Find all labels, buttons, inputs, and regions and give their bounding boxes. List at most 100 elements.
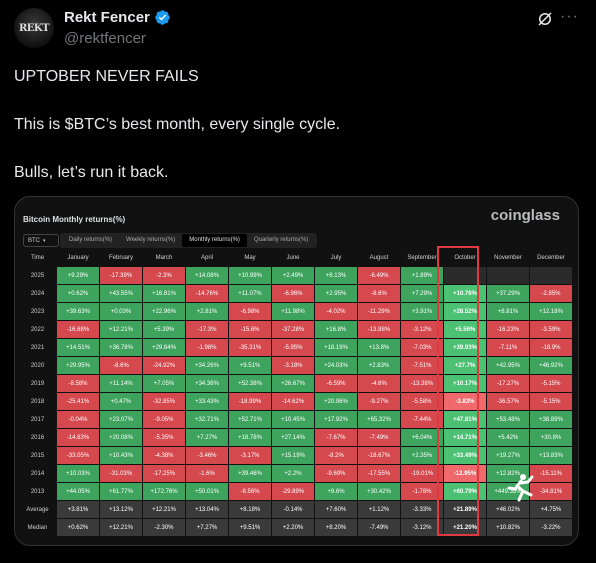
row-label: 2019 — [30, 380, 45, 387]
table-row: Median +0.62% +12.21% -2.30% +7.27% +9.51% +2.… — [19, 519, 572, 536]
return-cell: +32.71% — [186, 411, 228, 428]
return-cell: +10.99% — [229, 267, 271, 284]
return-cell: -3.17% — [229, 447, 271, 464]
row-label: 2025 — [30, 272, 45, 279]
grok-icon[interactable] — [536, 10, 554, 28]
tab-quarterly[interactable]: Quarterly returns(%) — [253, 237, 309, 243]
return-cell: +53.48% — [487, 411, 529, 428]
return-cell: -14.62% — [272, 393, 314, 410]
row-label: 2020 — [30, 362, 45, 369]
return-cell: -3.22% — [530, 519, 572, 536]
return-cell: +24.03% — [315, 357, 357, 374]
return-cell: -17.3% — [186, 321, 228, 338]
return-cell: -18.99% — [229, 393, 271, 410]
column-header: August — [369, 254, 389, 261]
row-label: 2022 — [30, 326, 45, 333]
chart-title: Bitcoin Monthly returns(%) — [23, 215, 126, 224]
return-cell: +13.8% — [358, 339, 400, 356]
return-cell: -5.15% — [530, 393, 572, 410]
author-name[interactable]: Rekt Fencer — [64, 9, 171, 26]
return-cell: +0.62% — [57, 519, 99, 536]
coin-selector-label: BTC — [28, 237, 40, 244]
return-cell: -17.25% — [143, 465, 185, 482]
return-cell: +0.62% — [57, 285, 99, 302]
return-cell: +8.18% — [229, 501, 271, 518]
return-cell: -5.35% — [143, 429, 185, 446]
row-label: Average — [26, 506, 49, 513]
returns-tabs: Daily returns(%) Weekly returns(%) Month… — [60, 233, 318, 248]
return-cell: +12.21% — [100, 519, 142, 536]
return-cell: -12.95% — [444, 465, 486, 482]
return-cell: +52.71% — [229, 411, 271, 428]
coin-selector[interactable]: BTC ▾ — [23, 234, 59, 247]
display-name[interactable]: Rekt Fencer — [64, 9, 150, 26]
return-cell: +38.89% — [530, 411, 572, 428]
return-cell: +11.07% — [229, 285, 271, 302]
return-cell: -19.01% — [401, 465, 443, 482]
return-cell: +14.08% — [186, 267, 228, 284]
return-cell: +39.63% — [57, 303, 99, 320]
return-cell: +10.45% — [272, 411, 314, 428]
return-cell: +52.38% — [229, 375, 271, 392]
return-cell: -1.76% — [401, 483, 443, 500]
return-cell: +172.76% — [143, 483, 185, 500]
more-options-icon[interactable]: ··· — [560, 8, 579, 25]
tab-weekly[interactable]: Weekly returns(%) — [126, 237, 176, 243]
return-cell: +33.43% — [186, 393, 228, 410]
handle[interactable]: @rektfencer — [64, 30, 146, 47]
column-header: July — [330, 254, 342, 261]
post-text-line-2: This is $BTC’s best month, every single … — [14, 116, 341, 133]
avatar[interactable]: REKT — [14, 8, 54, 48]
row-label: 2018 — [30, 398, 45, 405]
return-cell: +30.8% — [530, 429, 572, 446]
return-cell: +27.14% — [272, 429, 314, 446]
return-cell: -4.02% — [315, 303, 357, 320]
return-cell: -17.55% — [358, 465, 400, 482]
return-cell: -6.49% — [358, 267, 400, 284]
return-cell: +20.08% — [100, 429, 142, 446]
tab-daily[interactable]: Daily returns(%) — [69, 237, 113, 243]
return-cell: +10.17% — [444, 375, 486, 392]
table-row: 2023 +39.63% +0.03% +22.96% +2.81% -6.98% +11.… — [19, 303, 572, 320]
return-cell: -8.2% — [315, 447, 357, 464]
return-cell: +33.49% — [444, 447, 486, 464]
returns-table: Time January February March April May June July… — [18, 248, 573, 537]
return-cell — [444, 267, 486, 284]
return-cell: +13.83% — [530, 447, 572, 464]
column-header: December — [537, 254, 565, 261]
return-cell: +34.26% — [186, 357, 228, 374]
column-header: Time — [30, 254, 45, 261]
return-cell: +10.43% — [100, 447, 142, 464]
table-row: 2025 +9.29% -17.39% -2.3% +14.08% +10.99% +2.4… — [19, 267, 572, 284]
table-row: 2016 -14.83% +20.08% -5.35% +7.27% +18.78% +27… — [19, 429, 572, 446]
return-cell: -18.67% — [358, 447, 400, 464]
return-cell: +46.92% — [530, 357, 572, 374]
return-cell: +50.01% — [186, 483, 228, 500]
return-cell: -8.6% — [358, 285, 400, 302]
table-row: Average +3.81% +13.12% +12.21% +13.04% +8.18%… — [19, 501, 572, 518]
return-cell — [530, 267, 572, 284]
return-cell: -7.49% — [358, 429, 400, 446]
return-cell: +6.04% — [401, 429, 443, 446]
return-cell: +2.49% — [272, 267, 314, 284]
column-header: April — [200, 254, 213, 261]
return-cell: +30.42% — [358, 483, 400, 500]
return-cell: -9.69% — [315, 465, 357, 482]
media-image[interactable]: Bitcoin Monthly returns(%) coinglass BTC… — [14, 196, 579, 546]
tab-monthly[interactable]: Monthly returns(%) — [182, 234, 247, 247]
return-cell: +0.03% — [100, 303, 142, 320]
return-cell: -0.14% — [272, 501, 314, 518]
header-row: Time January February March April May June July… — [19, 249, 572, 266]
return-cell: -7.11% — [487, 339, 529, 356]
return-cell: +15.19% — [272, 447, 314, 464]
return-cell: +42.95% — [487, 357, 529, 374]
return-cell: -5.95% — [272, 339, 314, 356]
return-cell: -31.03% — [100, 465, 142, 482]
return-cell: +17.92% — [315, 411, 357, 428]
table-row: 2013 +44.05% +61.77% +172.76% +50.01% -8.56% -… — [19, 483, 572, 500]
return-cell: +21.89% — [444, 501, 486, 518]
return-cell: +36.78% — [100, 339, 142, 356]
return-cell: -25.41% — [57, 393, 99, 410]
return-cell: +2.95% — [315, 285, 357, 302]
return-cell: +12.18% — [530, 303, 572, 320]
